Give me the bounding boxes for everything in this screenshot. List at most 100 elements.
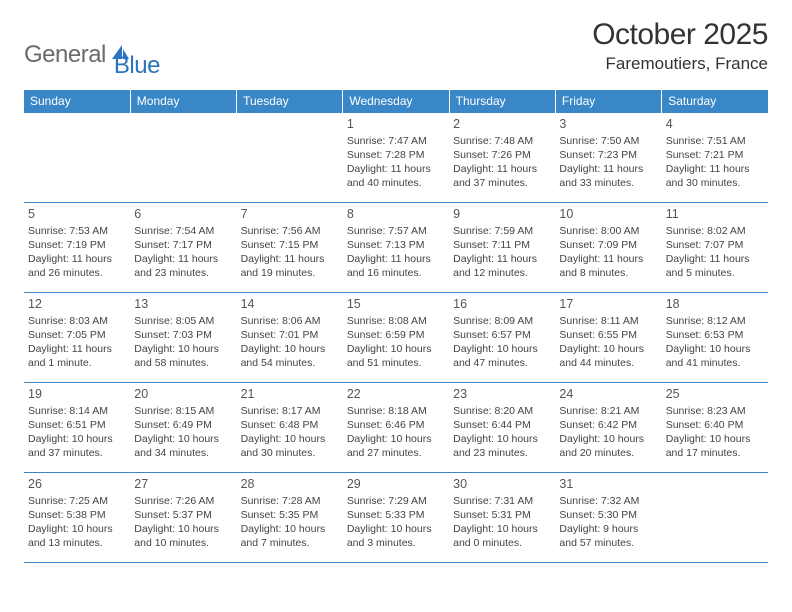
- day-info-line: Sunrise: 7:25 AM: [28, 494, 126, 508]
- calendar-day-cell: 28Sunrise: 7:28 AMSunset: 5:35 PMDayligh…: [237, 473, 343, 563]
- day-info-line: Daylight: 10 hours and 51 minutes.: [347, 342, 445, 370]
- calendar-day-cell: 14Sunrise: 8:06 AMSunset: 7:01 PMDayligh…: [237, 293, 343, 383]
- calendar-day-cell: 7Sunrise: 7:56 AMSunset: 7:15 PMDaylight…: [237, 203, 343, 293]
- day-number: 4: [666, 116, 764, 133]
- calendar-day-cell: 1Sunrise: 7:47 AMSunset: 7:28 PMDaylight…: [343, 113, 449, 203]
- brand-text-general: General: [24, 41, 106, 69]
- day-info-line: Sunset: 5:30 PM: [559, 508, 657, 522]
- day-info-line: Sunset: 7:09 PM: [559, 238, 657, 252]
- day-info-line: Daylight: 11 hours and 33 minutes.: [559, 162, 657, 190]
- day-number: 26: [28, 476, 126, 493]
- calendar-day-cell: 27Sunrise: 7:26 AMSunset: 5:37 PMDayligh…: [130, 473, 236, 563]
- day-info-line: Daylight: 10 hours and 3 minutes.: [347, 522, 445, 550]
- calendar-day-cell: 22Sunrise: 8:18 AMSunset: 6:46 PMDayligh…: [343, 383, 449, 473]
- calendar-week-row: 1Sunrise: 7:47 AMSunset: 7:28 PMDaylight…: [24, 113, 768, 203]
- day-info-line: Sunrise: 7:28 AM: [241, 494, 339, 508]
- day-info-line: Sunrise: 8:20 AM: [453, 404, 551, 418]
- day-info-line: Sunset: 6:59 PM: [347, 328, 445, 342]
- day-number: 2: [453, 116, 551, 133]
- day-info-line: Sunrise: 7:29 AM: [347, 494, 445, 508]
- day-number: 5: [28, 206, 126, 223]
- day-info-line: Sunrise: 7:26 AM: [134, 494, 232, 508]
- day-info-line: Daylight: 11 hours and 12 minutes.: [453, 252, 551, 280]
- day-info-line: Sunrise: 8:03 AM: [28, 314, 126, 328]
- calendar-day-cell: 30Sunrise: 7:31 AMSunset: 5:31 PMDayligh…: [449, 473, 555, 563]
- day-number: 23: [453, 386, 551, 403]
- day-number: 16: [453, 296, 551, 313]
- day-info-line: Daylight: 10 hours and 20 minutes.: [559, 432, 657, 460]
- calendar-day-cell: 6Sunrise: 7:54 AMSunset: 7:17 PMDaylight…: [130, 203, 236, 293]
- calendar-day-cell: 18Sunrise: 8:12 AMSunset: 6:53 PMDayligh…: [662, 293, 768, 383]
- day-info-line: Sunrise: 8:23 AM: [666, 404, 764, 418]
- day-number: 9: [453, 206, 551, 223]
- day-number: 3: [559, 116, 657, 133]
- day-info-line: Daylight: 10 hours and 7 minutes.: [241, 522, 339, 550]
- day-number: 13: [134, 296, 232, 313]
- day-number: 17: [559, 296, 657, 313]
- day-number: 19: [28, 386, 126, 403]
- day-info-line: Daylight: 11 hours and 1 minute.: [28, 342, 126, 370]
- calendar-body: 1Sunrise: 7:47 AMSunset: 7:28 PMDaylight…: [24, 113, 768, 563]
- day-number: 30: [453, 476, 551, 493]
- day-header: Saturday: [662, 90, 768, 113]
- day-info-line: Sunset: 6:55 PM: [559, 328, 657, 342]
- calendar-day-cell: 16Sunrise: 8:09 AMSunset: 6:57 PMDayligh…: [449, 293, 555, 383]
- calendar-day-cell: 23Sunrise: 8:20 AMSunset: 6:44 PMDayligh…: [449, 383, 555, 473]
- day-number: 10: [559, 206, 657, 223]
- day-info-line: Sunset: 7:17 PM: [134, 238, 232, 252]
- day-info-line: Daylight: 10 hours and 37 minutes.: [28, 432, 126, 460]
- calendar-day-cell: [662, 473, 768, 563]
- day-info-line: Sunrise: 8:17 AM: [241, 404, 339, 418]
- day-info-line: Sunrise: 7:54 AM: [134, 224, 232, 238]
- day-number: 20: [134, 386, 232, 403]
- day-info-line: Sunrise: 7:50 AM: [559, 134, 657, 148]
- day-info-line: Sunset: 6:57 PM: [453, 328, 551, 342]
- day-info-line: Sunset: 7:03 PM: [134, 328, 232, 342]
- day-info-line: Sunset: 5:38 PM: [28, 508, 126, 522]
- calendar-day-cell: 3Sunrise: 7:50 AMSunset: 7:23 PMDaylight…: [555, 113, 661, 203]
- day-info-line: Daylight: 11 hours and 23 minutes.: [134, 252, 232, 280]
- day-info-line: Sunset: 7:15 PM: [241, 238, 339, 252]
- day-info-line: Sunrise: 8:15 AM: [134, 404, 232, 418]
- day-info-line: Daylight: 10 hours and 41 minutes.: [666, 342, 764, 370]
- day-info-line: Sunset: 6:53 PM: [666, 328, 764, 342]
- day-info-line: Daylight: 11 hours and 19 minutes.: [241, 252, 339, 280]
- calendar-day-cell: 13Sunrise: 8:05 AMSunset: 7:03 PMDayligh…: [130, 293, 236, 383]
- day-info-line: Daylight: 11 hours and 30 minutes.: [666, 162, 764, 190]
- calendar-day-cell: 17Sunrise: 8:11 AMSunset: 6:55 PMDayligh…: [555, 293, 661, 383]
- calendar-table: Sunday Monday Tuesday Wednesday Thursday…: [24, 90, 768, 563]
- day-info-line: Daylight: 10 hours and 44 minutes.: [559, 342, 657, 370]
- calendar-day-cell: 2Sunrise: 7:48 AMSunset: 7:26 PMDaylight…: [449, 113, 555, 203]
- calendar-day-cell: [24, 113, 130, 203]
- location-label: Faremoutiers, France: [592, 54, 768, 74]
- calendar-day-cell: 31Sunrise: 7:32 AMSunset: 5:30 PMDayligh…: [555, 473, 661, 563]
- calendar-day-cell: 29Sunrise: 7:29 AMSunset: 5:33 PMDayligh…: [343, 473, 449, 563]
- day-info-line: Daylight: 10 hours and 47 minutes.: [453, 342, 551, 370]
- day-info-line: Sunrise: 8:00 AM: [559, 224, 657, 238]
- day-header: Sunday: [24, 90, 130, 113]
- day-info-line: Sunrise: 8:12 AM: [666, 314, 764, 328]
- day-info-line: Sunset: 7:07 PM: [666, 238, 764, 252]
- day-info-line: Daylight: 10 hours and 30 minutes.: [241, 432, 339, 460]
- day-info-line: Sunset: 6:46 PM: [347, 418, 445, 432]
- day-number: 21: [241, 386, 339, 403]
- day-info-line: Daylight: 11 hours and 8 minutes.: [559, 252, 657, 280]
- day-info-line: Sunset: 6:40 PM: [666, 418, 764, 432]
- calendar-day-cell: 21Sunrise: 8:17 AMSunset: 6:48 PMDayligh…: [237, 383, 343, 473]
- day-info-line: Sunset: 7:05 PM: [28, 328, 126, 342]
- day-info-line: Daylight: 10 hours and 13 minutes.: [28, 522, 126, 550]
- day-info-line: Sunset: 7:11 PM: [453, 238, 551, 252]
- day-number: 12: [28, 296, 126, 313]
- day-info-line: Sunset: 6:51 PM: [28, 418, 126, 432]
- calendar-day-cell: [130, 113, 236, 203]
- day-info-line: Sunset: 7:01 PM: [241, 328, 339, 342]
- day-info-line: Daylight: 10 hours and 0 minutes.: [453, 522, 551, 550]
- day-info-line: Sunrise: 7:32 AM: [559, 494, 657, 508]
- day-info-line: Sunrise: 8:05 AM: [134, 314, 232, 328]
- calendar-day-cell: 15Sunrise: 8:08 AMSunset: 6:59 PMDayligh…: [343, 293, 449, 383]
- day-info-line: Sunset: 5:31 PM: [453, 508, 551, 522]
- day-info-line: Sunset: 7:21 PM: [666, 148, 764, 162]
- day-info-line: Sunset: 7:19 PM: [28, 238, 126, 252]
- day-number: 14: [241, 296, 339, 313]
- day-info-line: Sunrise: 8:14 AM: [28, 404, 126, 418]
